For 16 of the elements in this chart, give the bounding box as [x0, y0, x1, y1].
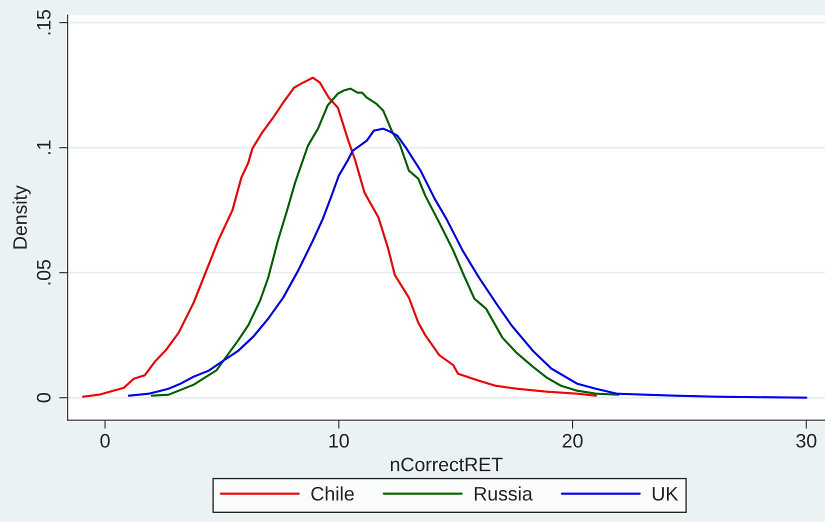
x-tick-label: 0 [100, 434, 110, 448]
y-axis-title: Density [12, 185, 31, 248]
y-tick-label: 0 [36, 393, 51, 402]
legend-label: UK [652, 487, 678, 501]
y-tick-label: .1 [37, 140, 50, 154]
line-series [150, 88, 620, 397]
x-axis-title: nCorrectRET [390, 458, 503, 472]
x-tick-label: 30 [796, 434, 816, 448]
legend-label: Chile [311, 486, 354, 501]
x-tick-label: 20 [562, 434, 583, 448]
line-series [128, 128, 808, 399]
y-tick-label: .15 [37, 10, 51, 34]
legend-label: Russia [474, 486, 533, 501]
line-series [82, 76, 597, 398]
y-tick-label: .05 [36, 260, 51, 284]
x-tick-label: 10 [329, 434, 349, 448]
